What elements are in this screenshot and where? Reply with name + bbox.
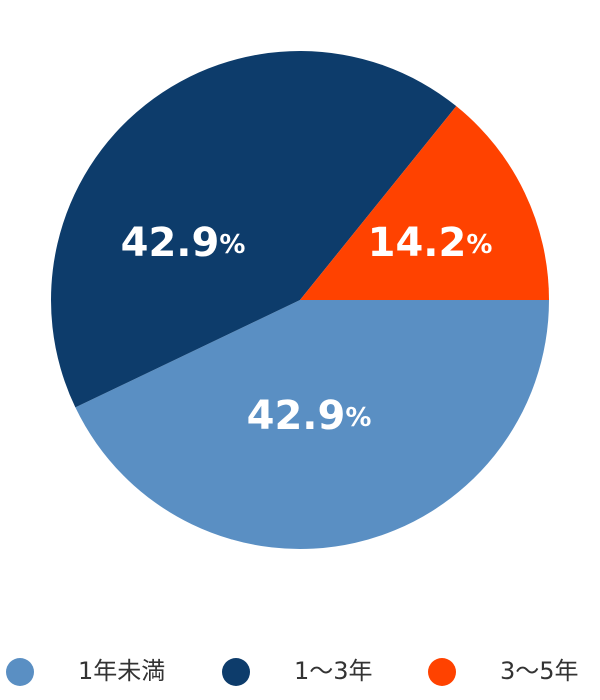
pie-slice bbox=[51, 51, 457, 408]
data-label: 14.2% bbox=[368, 220, 493, 266]
data-label: 42.9% bbox=[247, 393, 372, 439]
legend-label: 1〜3年 bbox=[294, 657, 373, 685]
legend-swatch bbox=[222, 658, 250, 686]
legend-swatch bbox=[428, 658, 456, 686]
pie-slice bbox=[75, 300, 549, 549]
legend-label: 1年未満 bbox=[78, 657, 165, 685]
legend-label: 3〜5年 bbox=[500, 657, 579, 685]
legend-swatch bbox=[6, 658, 34, 686]
pie-slice bbox=[300, 106, 549, 300]
data-label: 42.9% bbox=[121, 220, 246, 266]
